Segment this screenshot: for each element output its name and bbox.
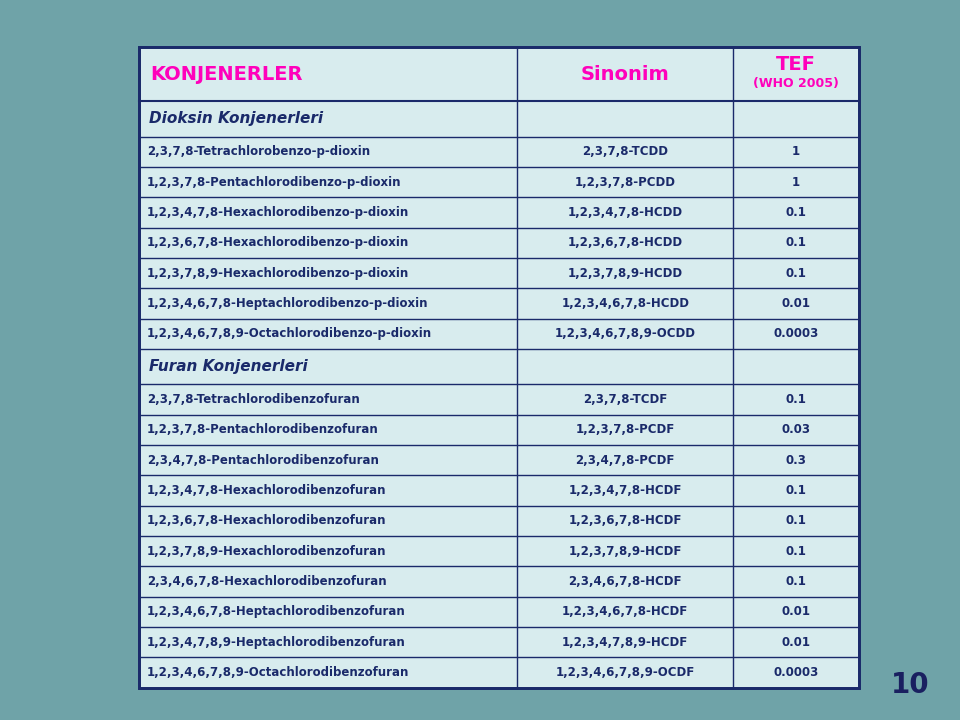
Text: 1,2,3,4,6,7,8,9-OCDD: 1,2,3,4,6,7,8,9-OCDD (555, 328, 696, 341)
FancyBboxPatch shape (139, 47, 859, 688)
Text: 0.03: 0.03 (781, 423, 810, 436)
Text: 2,3,4,7,8-PCDF: 2,3,4,7,8-PCDF (575, 454, 675, 467)
Text: 1,2,3,6,7,8-HCDF: 1,2,3,6,7,8-HCDF (568, 514, 682, 527)
Text: 1,2,3,7,8-Pentachlorodibenzofuran: 1,2,3,7,8-Pentachlorodibenzofuran (147, 423, 378, 436)
Text: 1,2,3,7,8-PCDD: 1,2,3,7,8-PCDD (575, 176, 676, 189)
Bar (139, 47, 859, 688)
Text: 0.3: 0.3 (786, 454, 806, 467)
Text: TEF: TEF (777, 55, 816, 73)
Text: 1,2,3,7,8-Pentachlorodibenzo-p-dioxin: 1,2,3,7,8-Pentachlorodibenzo-p-dioxin (147, 176, 401, 189)
Text: Dioksin Konjenerleri: Dioksin Konjenerleri (149, 112, 323, 127)
Text: 1,2,3,7,8,9-HCDD: 1,2,3,7,8,9-HCDD (567, 266, 683, 279)
Text: 1,2,3,4,6,7,8,9-OCDF: 1,2,3,4,6,7,8,9-OCDF (556, 666, 695, 679)
Text: 2,3,7,8-TCDF: 2,3,7,8-TCDF (583, 393, 667, 406)
Text: 1,2,3,4,7,8,9-HCDF: 1,2,3,4,7,8,9-HCDF (562, 636, 688, 649)
Text: 1: 1 (792, 145, 801, 158)
Text: 0.1: 0.1 (786, 544, 806, 557)
Text: 0.0003: 0.0003 (774, 328, 819, 341)
Text: 1,2,3,7,8,9-HCDF: 1,2,3,7,8,9-HCDF (568, 544, 682, 557)
Text: 1,2,3,4,7,8-Hexachlorodibenzo-p-dioxin: 1,2,3,4,7,8-Hexachlorodibenzo-p-dioxin (147, 206, 409, 219)
Text: 1,2,3,4,7,8-HCDF: 1,2,3,4,7,8-HCDF (568, 484, 682, 497)
Text: 1: 1 (792, 176, 801, 189)
Text: 1,2,3,7,8,9-Hexachlorodibenzo-p-dioxin: 1,2,3,7,8,9-Hexachlorodibenzo-p-dioxin (147, 266, 409, 279)
Text: 2,3,4,6,7,8-HCDF: 2,3,4,6,7,8-HCDF (568, 575, 682, 588)
Text: 1,2,3,4,7,8-HCDD: 1,2,3,4,7,8-HCDD (567, 206, 683, 219)
Text: 1,2,3,4,6,7,8-Heptachlorodibenzo-p-dioxin: 1,2,3,4,6,7,8-Heptachlorodibenzo-p-dioxi… (147, 297, 428, 310)
Text: 2,3,7,8-TCDD: 2,3,7,8-TCDD (582, 145, 668, 158)
Text: 1,2,3,7,8-PCDF: 1,2,3,7,8-PCDF (576, 423, 675, 436)
Text: 2,3,4,6,7,8-Hexachlorodibenzofuran: 2,3,4,6,7,8-Hexachlorodibenzofuran (147, 575, 387, 588)
Text: 1,2,3,4,6,7,8-Heptachlorodibenzofuran: 1,2,3,4,6,7,8-Heptachlorodibenzofuran (147, 606, 406, 618)
Text: 2,3,7,8-Tetrachlorodibenzofuran: 2,3,7,8-Tetrachlorodibenzofuran (147, 393, 360, 406)
Text: 10: 10 (891, 672, 929, 699)
Text: 0.0003: 0.0003 (774, 666, 819, 679)
Text: 1,2,3,4,6,7,8-HCDF: 1,2,3,4,6,7,8-HCDF (562, 606, 688, 618)
Text: 0.1: 0.1 (786, 393, 806, 406)
Text: 1,2,3,4,6,7,8-HCDD: 1,2,3,4,6,7,8-HCDD (562, 297, 689, 310)
Text: 2,3,4,7,8-Pentachlorodibenzofuran: 2,3,4,7,8-Pentachlorodibenzofuran (147, 454, 379, 467)
Text: 2,3,7,8-Tetrachlorobenzo-p-dioxin: 2,3,7,8-Tetrachlorobenzo-p-dioxin (147, 145, 370, 158)
Text: 0.1: 0.1 (786, 236, 806, 249)
Text: 1,2,3,4,7,8-Hexachlorodibenzofuran: 1,2,3,4,7,8-Hexachlorodibenzofuran (147, 484, 386, 497)
Text: 0.01: 0.01 (781, 606, 810, 618)
Text: 1,2,3,4,6,7,8,9-Octachlorodibenzofuran: 1,2,3,4,6,7,8,9-Octachlorodibenzofuran (147, 666, 409, 679)
Text: 0.1: 0.1 (786, 514, 806, 527)
Text: 0.1: 0.1 (786, 206, 806, 219)
Text: 0.1: 0.1 (786, 575, 806, 588)
Text: 1,2,3,6,7,8-HCDD: 1,2,3,6,7,8-HCDD (567, 236, 683, 249)
Text: 1,2,3,6,7,8-Hexachlorodibenzofuran: 1,2,3,6,7,8-Hexachlorodibenzofuran (147, 514, 386, 527)
Text: KONJENERLER: KONJENERLER (151, 65, 303, 84)
Text: Furan Konjenerleri: Furan Konjenerleri (149, 359, 307, 374)
Text: 1,2,3,4,6,7,8,9-Octachlorodibenzo-p-dioxin: 1,2,3,4,6,7,8,9-Octachlorodibenzo-p-diox… (147, 328, 432, 341)
Text: Sinonim: Sinonim (581, 65, 669, 84)
Text: 0.01: 0.01 (781, 636, 810, 649)
Text: 0.01: 0.01 (781, 297, 810, 310)
Text: 1,2,3,6,7,8-Hexachlorodibenzo-p-dioxin: 1,2,3,6,7,8-Hexachlorodibenzo-p-dioxin (147, 236, 409, 249)
Text: 1,2,3,7,8,9-Hexachlorodibenzofuran: 1,2,3,7,8,9-Hexachlorodibenzofuran (147, 544, 386, 557)
Text: 0.1: 0.1 (786, 266, 806, 279)
Text: 0.1: 0.1 (786, 484, 806, 497)
Text: 1,2,3,4,7,8,9-Heptachlorodibenzofuran: 1,2,3,4,7,8,9-Heptachlorodibenzofuran (147, 636, 406, 649)
Text: (WHO 2005): (WHO 2005) (754, 77, 839, 90)
